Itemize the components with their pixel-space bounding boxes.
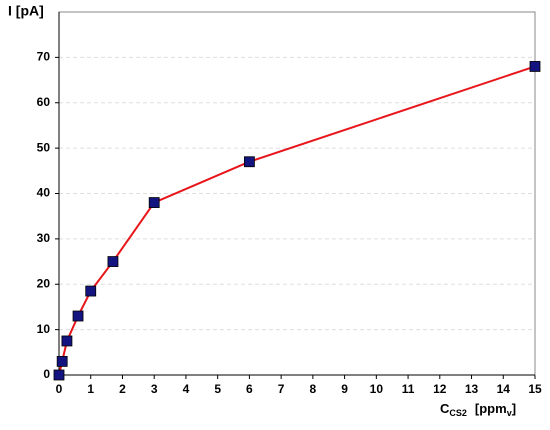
y-tick-label: 20 [37,276,51,290]
x-tick-label: 13 [465,382,479,396]
y-tick-label: 60 [37,95,51,109]
y-tick-label: 0 [43,367,50,381]
x-tick-label: 10 [370,382,384,396]
x-tick-label: 15 [528,382,542,396]
y-tick-label: 10 [37,322,51,336]
data-point [56,355,68,367]
data-point [243,156,255,168]
y-tick-label: 40 [37,186,51,200]
y-axis-label: I [pA] [8,3,44,19]
x-tick-label: 14 [497,382,511,396]
data-line [58,65,536,376]
x-label-unit: [ppm [475,401,507,416]
data-point [53,369,65,381]
y-tick-label: 30 [37,231,51,245]
x-axis-label: CCS2 [ppmv] [440,401,516,418]
x-tick-label: 12 [433,382,447,396]
x-label-unit-subscript: v [507,408,512,418]
x-label-symbol: C [440,401,450,416]
x-tick-label: 3 [151,382,158,396]
x-label-subscript: CS2 [449,408,467,418]
x-tick-label: 6 [246,382,253,396]
x-tick-label: 5 [214,382,221,396]
x-tick-label: 7 [278,382,285,396]
x-tick-label: 0 [56,382,63,396]
x-tick-label: 2 [119,382,126,396]
data-point [72,310,84,322]
data-point [148,197,160,208]
data-point [529,61,541,72]
x-tick-label: 4 [183,382,190,396]
y-tick-label: 70 [37,50,51,64]
data-point [61,335,73,347]
x-tick-label: 11 [402,382,415,396]
x-label-unit-end: ] [512,401,516,416]
x-tick-label: 9 [341,382,348,396]
x-tick-label: 1 [87,382,94,396]
data-point [107,256,119,267]
y-tick-label: 50 [37,140,51,154]
x-tick-label: 8 [310,382,317,396]
data-point [85,285,97,297]
